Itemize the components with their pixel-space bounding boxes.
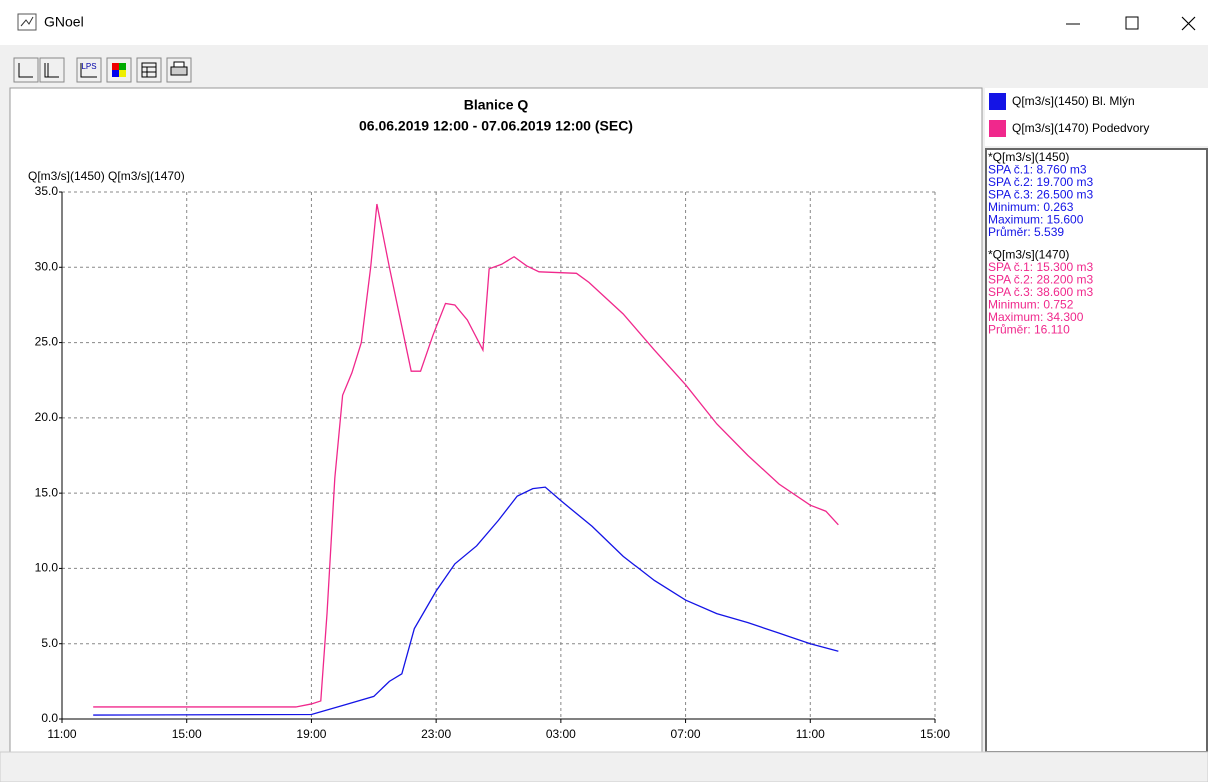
x-tick-label: 03:00 — [546, 727, 576, 741]
stats-line: SPA č.1: 8.760 m3 — [988, 163, 1087, 177]
series-line — [93, 486, 839, 716]
stats-line: SPA č.2: 28.200 m3 — [988, 273, 1094, 287]
x-tick-label: 07:00 — [671, 727, 701, 741]
y-tick-label: 20.0 — [35, 410, 59, 424]
tool-icon-label: LPS — [81, 62, 96, 71]
tool-icon — [18, 63, 33, 78]
close-button[interactable] — [1181, 16, 1196, 31]
stats-line: Minimum: 0.752 — [988, 298, 1074, 312]
stats-line: Maximum: 34.300 — [988, 310, 1084, 324]
y-tick-label: 5.0 — [41, 636, 58, 650]
legend-label: Q[m3/s](1450) Bl. Mlýn — [1012, 94, 1135, 108]
legend-label: Q[m3/s](1470) Podedvory — [1012, 121, 1149, 135]
y-axis-label: Q[m3/s](1450) Q[m3/s](1470) — [28, 169, 185, 183]
tool-button[interactable] — [13, 57, 39, 83]
stats-line: SPA č.2: 19.700 m3 — [988, 175, 1094, 189]
tool-icon — [173, 61, 185, 68]
stats-line: Maximum: 15.600 — [988, 213, 1084, 227]
tool-icon — [80, 63, 97, 78]
x-tick-label: 11:00 — [47, 727, 76, 741]
window-title: GNoel — [44, 14, 84, 30]
x-tick-label: 15:00 — [172, 727, 202, 741]
stats-line: SPA č.1: 15.300 m3 — [988, 260, 1094, 274]
stats-header: *Q[m3/s](1470) — [988, 248, 1069, 262]
stats-line: SPA č.3: 26.500 m3 — [988, 188, 1094, 202]
y-tick-label: 0.0 — [41, 711, 58, 725]
y-tick-label: 10.0 — [35, 561, 59, 575]
stats-line: SPA č.3: 38.600 m3 — [988, 285, 1094, 299]
tool-button[interactable] — [39, 57, 65, 83]
x-tick-label: 15:00 — [920, 727, 950, 741]
tool-icon — [141, 62, 157, 78]
plot-area — [9, 87, 983, 753]
y-tick-label: 35.0 — [35, 184, 59, 198]
x-tick-label: 11:00 — [796, 727, 825, 741]
series-line — [93, 203, 839, 708]
legend-swatch — [989, 120, 1006, 137]
tool-icon — [112, 63, 119, 70]
tool-button[interactable] — [136, 57, 162, 83]
stats-header: *Q[m3/s](1450) — [988, 150, 1069, 164]
chart-title: Blanice Q — [464, 97, 529, 113]
x-tick-label: 19:00 — [296, 727, 326, 741]
maximize-button[interactable] — [1125, 16, 1139, 30]
stats-line: Průměr: 5.539 — [988, 225, 1064, 239]
x-tick-label: 23:00 — [421, 727, 451, 741]
app-icon-graph — [20, 16, 34, 27]
stats-line: Průměr: 16.110 — [988, 323, 1070, 337]
stats-panel — [985, 148, 1208, 753]
tool-icon — [44, 63, 59, 78]
y-tick-label: 25.0 — [35, 335, 59, 349]
chart-subtitle: 06.06.2019 12:00 - 07.06.2019 12:00 (SEC… — [359, 118, 633, 134]
stats-line: Minimum: 0.263 — [988, 200, 1074, 214]
tool-icon — [119, 70, 126, 77]
y-tick-label: 30.0 — [35, 259, 59, 273]
tool-icon — [170, 66, 188, 76]
toolbar: LPS — [13, 57, 192, 83]
status-bar — [0, 751, 1208, 782]
title-bar — [0, 0, 1208, 45]
y-tick-label: 15.0 — [35, 485, 59, 499]
tool-icon — [112, 70, 119, 77]
legend-swatch — [989, 93, 1006, 110]
tool-icon — [119, 63, 126, 70]
legend-panel — [985, 88, 1208, 146]
